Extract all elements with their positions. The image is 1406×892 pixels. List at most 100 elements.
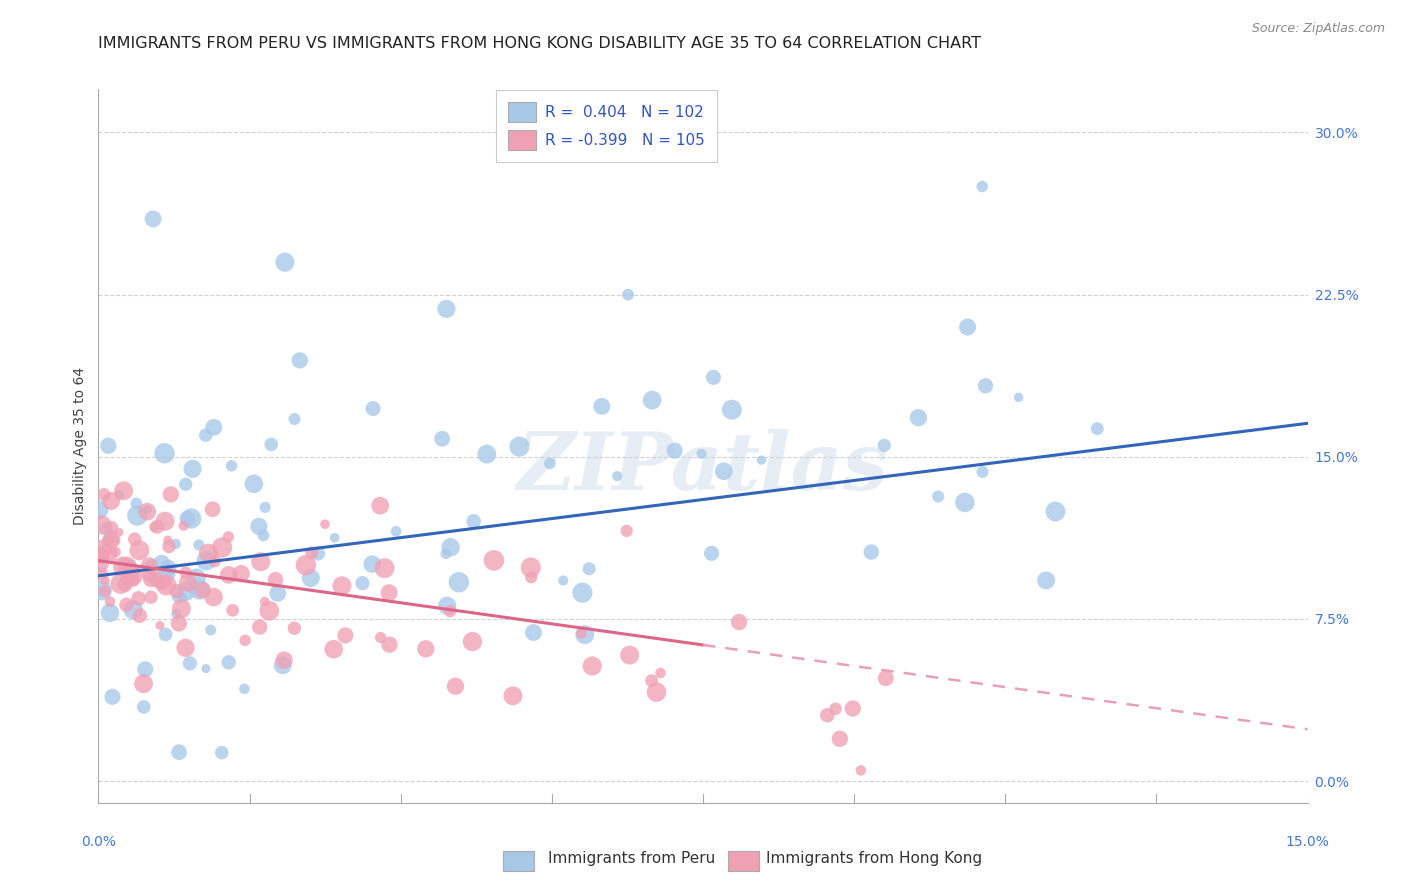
Point: [218, 568, 240, 582]
Point: [202, 420, 225, 434]
Point: [141, 559, 163, 574]
Point: [447, 575, 470, 590]
Point: [138, 568, 160, 582]
Point: [956, 320, 979, 334]
Point: [974, 379, 997, 393]
Point: [253, 594, 276, 608]
Point: [824, 702, 846, 716]
Point: [436, 301, 458, 316]
Point: [114, 577, 136, 591]
Point: [619, 648, 641, 662]
Point: [307, 546, 329, 560]
Point: [1045, 504, 1067, 518]
Point: [475, 447, 498, 461]
Point: [828, 731, 851, 746]
Point: [247, 519, 270, 533]
Point: [361, 401, 384, 416]
Point: [581, 659, 603, 673]
Point: [243, 476, 266, 491]
Point: [156, 561, 179, 575]
Point: [439, 541, 461, 555]
Point: [191, 583, 214, 598]
Point: [211, 746, 233, 760]
Point: [153, 575, 176, 590]
Point: [254, 500, 277, 515]
Point: [170, 601, 193, 615]
Point: [174, 477, 197, 491]
Point: [728, 615, 751, 629]
Point: [153, 446, 176, 460]
Point: [323, 531, 346, 545]
Point: [1085, 422, 1108, 436]
Point: [271, 658, 294, 673]
Point: [155, 567, 177, 582]
Point: [482, 553, 505, 567]
Point: [1035, 574, 1057, 588]
Point: [875, 671, 897, 685]
Point: [415, 641, 437, 656]
Point: [98, 594, 121, 608]
Point: [295, 558, 318, 573]
Point: [104, 545, 127, 559]
Point: [100, 521, 122, 535]
Point: [444, 679, 467, 693]
Point: [461, 634, 484, 648]
Point: [194, 428, 217, 442]
Point: [188, 582, 211, 597]
Point: [132, 700, 155, 714]
Point: [571, 585, 593, 599]
Point: [553, 574, 575, 588]
Point: [690, 447, 713, 461]
Point: [127, 508, 149, 523]
Point: [115, 558, 138, 573]
Point: [522, 625, 544, 640]
Point: [128, 543, 150, 558]
Text: Immigrants from Hong Kong: Immigrants from Hong Kong: [766, 851, 983, 865]
Point: [502, 689, 524, 703]
Point: [873, 438, 896, 452]
Point: [179, 657, 201, 671]
Point: [520, 570, 543, 584]
Point: [508, 440, 530, 454]
Point: [195, 554, 218, 568]
Point: [194, 662, 217, 676]
Point: [368, 499, 391, 513]
Point: [249, 620, 271, 634]
Point: [157, 540, 180, 554]
Point: [176, 511, 198, 525]
Point: [202, 590, 225, 604]
Point: [197, 546, 219, 560]
Point: [640, 673, 662, 688]
Point: [252, 528, 274, 542]
Point: [200, 623, 222, 637]
Point: [134, 662, 156, 676]
Point: [231, 566, 253, 581]
Point: [352, 576, 374, 591]
Point: [264, 573, 287, 587]
Point: [155, 627, 177, 641]
Point: [122, 568, 145, 582]
Point: [702, 370, 724, 384]
Point: [591, 400, 613, 414]
Point: [538, 457, 561, 471]
Point: [664, 443, 686, 458]
Point: [616, 524, 638, 538]
Point: [108, 488, 131, 502]
Point: [221, 458, 243, 473]
Point: [94, 574, 117, 588]
Point: [233, 633, 256, 648]
Point: [385, 524, 408, 539]
Y-axis label: Disability Age 35 to 64: Disability Age 35 to 64: [73, 367, 87, 525]
Point: [370, 631, 392, 645]
Point: [186, 571, 208, 585]
Text: Immigrants from Peru: Immigrants from Peru: [548, 851, 716, 865]
Point: [181, 462, 204, 476]
Point: [972, 179, 994, 194]
Point: [288, 353, 311, 368]
Point: [221, 603, 243, 617]
Point: [121, 557, 143, 571]
Point: [167, 590, 190, 604]
Point: [815, 708, 838, 723]
Point: [97, 547, 120, 561]
Point: [128, 608, 150, 623]
